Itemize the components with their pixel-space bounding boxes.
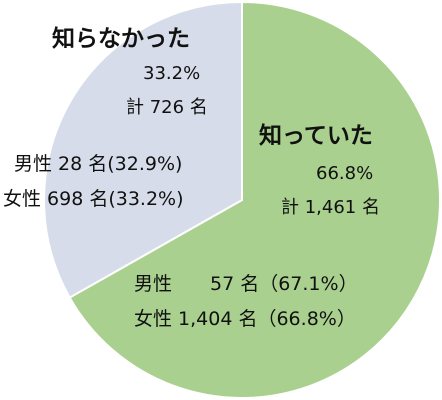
slice-label-known-male: 男性 57 名（67.1%） [134,273,358,295]
slice-label-unknown-total: 計 726 名 [126,97,208,118]
slice-label-unknown-title: 知らなかった [52,25,190,52]
slice-label-unknown-female: 女性 698 名(33.2%) [3,188,184,210]
slice-label-known-percent: 66.8% [316,163,373,184]
slice-label-known-female: 女性 1,404 名（66.8%） [134,308,356,330]
slice-label-known-title: 知っていた [259,122,373,149]
slice-label-unknown-percent: 33.2% [143,63,200,84]
pie-slice-unknown [43,0,243,299]
pie-slice-known [68,0,441,399]
slice-label-unknown-male: 男性 28 名(32.9%) [14,153,182,175]
slice-label-known-total: 計 1,461 名 [281,197,380,218]
pie-slices [43,0,441,399]
